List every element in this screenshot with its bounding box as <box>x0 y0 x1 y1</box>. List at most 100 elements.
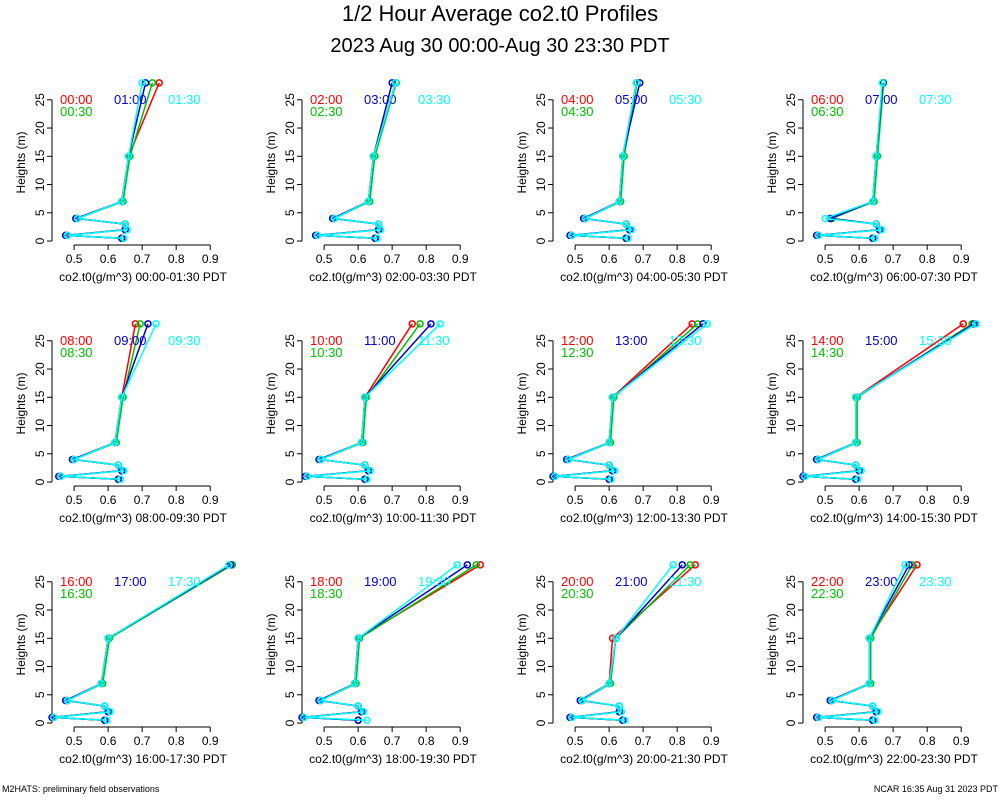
profile-marker <box>476 561 485 569</box>
profile-marker <box>316 455 325 464</box>
y-tick-label: 15 <box>283 631 297 645</box>
profile-marker <box>114 461 123 469</box>
x-tick-label: 0.9 <box>452 734 469 748</box>
profile-marker <box>972 320 980 328</box>
profile-marker <box>901 561 909 569</box>
profile-marker <box>97 679 106 688</box>
x-axis-label: co2.t0(g/m^3) 04:00-05:30 PDT <box>560 270 728 284</box>
profile-marker <box>131 320 140 328</box>
panel: 0 5 10 15 20 25 0.5 0.6 0.7 0.8 0.9 co2.t0(g/m^3) 1… <box>515 320 729 525</box>
x-axis-label: co2.t0(g/m^3) 08:00-09:30 PDT <box>59 511 227 525</box>
y-axis-label: Heights (m) <box>765 131 779 193</box>
y-tick-label: 15 <box>283 149 297 163</box>
y-tick-label: 10 <box>784 660 798 674</box>
x-tick-label: 0.6 <box>851 252 868 266</box>
x-axis-label: co2.t0(g/m^3) 20:00-21:30 PDT <box>560 752 728 766</box>
legend-entry: 11:00 <box>364 333 396 348</box>
profile-marker <box>821 214 829 223</box>
y-tick-label: 5 <box>534 209 548 216</box>
x-axis-label: co2.t0(g/m^3) 10:00-11:30 PDT <box>310 511 477 525</box>
x-tick-label: 0.5 <box>817 493 834 507</box>
profile-marker <box>117 393 126 402</box>
profile-marker <box>615 197 624 206</box>
x-tick-label: 0.8 <box>669 734 686 748</box>
profile-marker <box>63 696 72 705</box>
x-tick-label: 0.7 <box>384 734 401 748</box>
legend-entry: 16:00 <box>60 574 93 589</box>
x-tick-label: 0.5 <box>316 734 333 748</box>
profile-marker <box>905 561 913 569</box>
x-tick-label: 0.9 <box>202 252 219 266</box>
profile-marker <box>621 716 629 724</box>
y-tick-label: 20 <box>534 121 548 135</box>
profile-marker <box>120 466 128 475</box>
legend-entry: 05:00 <box>615 92 648 107</box>
profile-marker <box>632 79 641 87</box>
legend-entry: 19:30 <box>418 574 451 589</box>
profile-marker <box>117 197 126 206</box>
y-tick-label: 15 <box>283 390 297 404</box>
y-axis-label: Heights (m) <box>765 372 779 434</box>
profile-marker <box>605 679 613 688</box>
legend-entry: 16:30 <box>60 586 93 601</box>
legend-entry: 09:30 <box>168 333 201 348</box>
profile-marker <box>155 79 163 87</box>
x-tick-label: 0.8 <box>168 493 185 507</box>
profile-marker <box>49 713 58 722</box>
profile-marker <box>908 561 916 569</box>
y-tick-label: 20 <box>784 121 798 135</box>
legend-entry: 19:00 <box>364 574 397 589</box>
x-tick-label: 0.8 <box>418 493 435 507</box>
x-axis-label: co2.t0(g/m^3) 14:00-15:30 PDT <box>810 511 978 525</box>
y-tick-label: 20 <box>534 362 548 376</box>
profile-line <box>307 323 441 480</box>
profile-marker <box>303 472 311 481</box>
profile-marker <box>691 561 699 569</box>
profile-marker <box>581 214 590 223</box>
y-tick-label: 0 <box>283 478 297 485</box>
x-axis-label: co2.t0(g/m^3) 18:00-19:30 PDT <box>309 752 477 766</box>
legend-entry: 20:00 <box>561 574 594 589</box>
profile-marker <box>868 702 877 710</box>
x-tick-label: 0.7 <box>635 252 652 266</box>
y-tick-label: 15 <box>534 390 548 404</box>
y-tick-label: 10 <box>33 419 47 433</box>
y-tick-label: 10 <box>784 178 798 192</box>
y-tick-label: 0 <box>33 237 47 244</box>
y-axis-label: Heights (m) <box>515 131 529 193</box>
y-tick-label: 25 <box>784 93 798 107</box>
y-axis-label: Heights (m) <box>264 372 278 434</box>
x-tick-label: 0.8 <box>919 493 936 507</box>
profile-marker <box>878 79 887 87</box>
profile-marker <box>453 561 461 569</box>
profile-marker <box>872 152 880 161</box>
profile-marker <box>618 152 627 161</box>
profile-marker <box>615 702 624 710</box>
legend-entry: 18:30 <box>310 586 343 601</box>
y-tick-label: 25 <box>784 575 798 589</box>
panel: 0 5 10 15 20 25 0.5 0.6 0.7 0.8 0.9 co2.t0(g/m^3) 1… <box>14 561 237 766</box>
y-tick-label: 20 <box>33 362 47 376</box>
legend-entry: 22:30 <box>811 586 844 601</box>
y-tick-label: 25 <box>534 93 548 107</box>
x-tick-label: 0.7 <box>635 493 652 507</box>
profile-marker <box>313 231 322 240</box>
x-tick-label: 0.7 <box>885 493 902 507</box>
y-axis-label: Heights (m) <box>264 613 278 675</box>
legend-entry: 04:30 <box>561 104 594 119</box>
profile-marker <box>373 234 381 242</box>
profile-marker <box>472 561 480 569</box>
profile-marker <box>622 220 630 228</box>
x-tick-label: 0.5 <box>316 493 333 507</box>
x-tick-label: 0.7 <box>384 252 401 266</box>
profile-marker <box>814 713 823 722</box>
legend-entry: 07:30 <box>919 92 952 107</box>
x-tick-label: 0.9 <box>202 493 219 507</box>
y-axis-label: Heights (m) <box>14 613 28 675</box>
legend-entry: 12:30 <box>561 345 594 360</box>
y-tick-label: 10 <box>33 660 47 674</box>
panel: 0 5 10 15 20 25 0.5 0.6 0.7 0.8 0.9 co2.t0(g/m^3) 2… <box>515 561 729 766</box>
x-tick-label: 0.6 <box>851 493 868 507</box>
x-tick-label: 0.5 <box>817 252 834 266</box>
y-tick-label: 5 <box>534 450 548 457</box>
